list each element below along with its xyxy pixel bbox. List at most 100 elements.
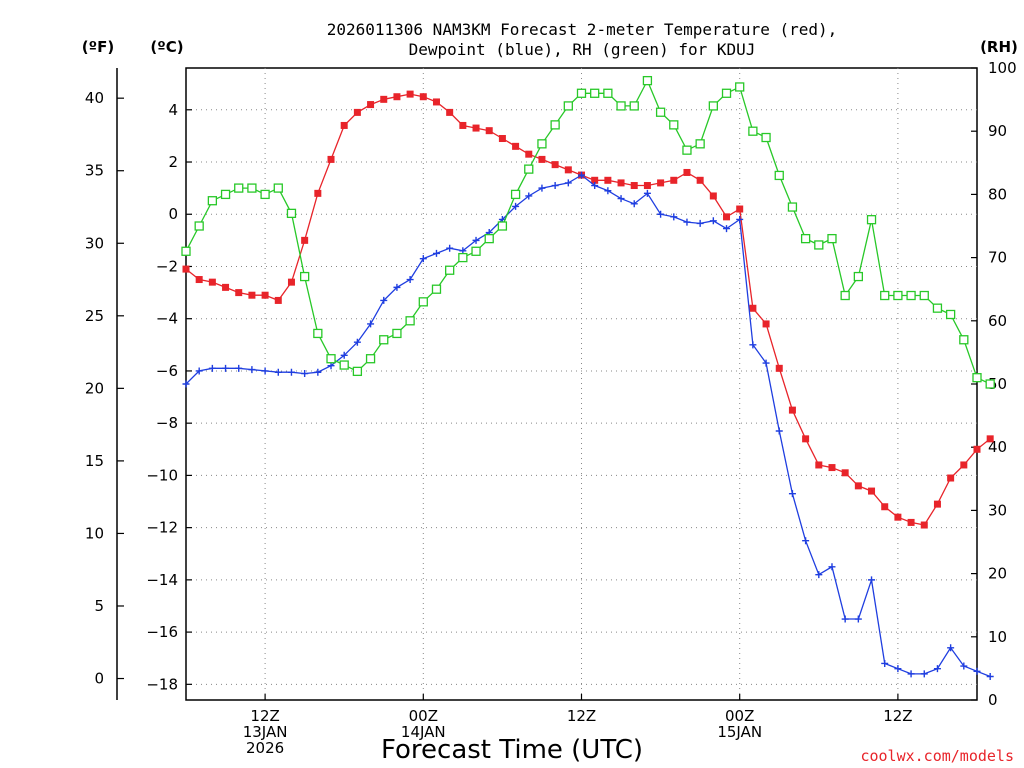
temperature-point [301,236,309,244]
rh-point [945,309,956,320]
x-tick-label: 15JAN [717,723,762,741]
dewpoint-point [525,192,533,200]
temperature-point [287,278,295,286]
rh-point [906,290,916,301]
dewpoint-point [432,249,440,257]
rh-point [484,233,494,244]
rh-point [682,145,692,155]
dewpoint-point [854,615,862,623]
dewpoint-point [472,236,480,244]
dewpoint-point [907,670,915,678]
dewpoint-point [617,195,625,203]
rh-point [642,75,653,86]
rh-point [787,202,798,212]
temperature-line [185,93,991,526]
dewpoint-point [182,380,190,388]
dewpoint-point [195,367,203,375]
celsius-tick-label: −6 [156,362,178,380]
temperature-point [498,135,506,143]
rh-point [273,183,283,193]
x-tick-label: 00Z [409,707,438,725]
rh-point [286,208,297,219]
dewpoint-point [301,370,309,378]
dewpoint-point [353,338,361,346]
rh-point [471,246,481,256]
rh-point [537,139,547,149]
celsius-tick-label: −10 [146,466,178,484]
rh-point [247,183,257,193]
rh-point [748,126,758,136]
rh-tick-label: 70 [988,249,1007,267]
dewpoint-point [696,219,704,227]
rh-point [405,316,415,326]
dewpoint-point [973,667,981,675]
dewpoint-point [419,255,427,263]
temperature-point [788,406,796,414]
rh-point [853,271,863,282]
temperature-point [459,121,467,129]
temperature-point [696,176,704,184]
fahrenheit-tick-label: 20 [85,379,104,397]
temperature-point [380,95,388,103]
temperature-point [222,283,230,291]
temperature-point [314,189,322,197]
temperature-point [920,521,928,529]
dewpoint-point [986,672,994,680]
temperature-point [933,500,941,508]
dewpoint-point [881,659,889,667]
rh-point [761,132,771,143]
dewpoint-point [578,171,585,179]
x-tick-label: 12Z [883,707,912,725]
dewpoint-point [406,276,414,284]
rh-point [445,265,455,275]
dewpoint-point [235,364,243,372]
credit-link[interactable]: coolwx.com/models [860,747,1014,765]
dewpoint-point [657,210,665,218]
temperature-point [195,276,203,284]
rh-point [590,88,600,98]
celsius-tick-label: −14 [146,571,178,589]
fahrenheit-tick-label: 5 [94,597,104,615]
rh-point [655,107,666,117]
temperature-point [894,513,902,521]
rh-point [313,328,323,339]
temperature-point [986,435,994,443]
fahrenheit-tick-label: 0 [94,670,104,688]
dewpoint-point [947,644,955,652]
rh-point [800,233,811,244]
x-tick-label: 2026 [246,739,284,757]
rh-point [695,139,705,149]
celsius-tick-label: −8 [156,414,178,432]
rh-point [550,120,560,130]
temperature-point [327,155,335,163]
series-dewpoint [182,171,994,680]
dewpoint-point [222,364,230,372]
rh-tick-label: 90 [988,122,1007,140]
rh-point [352,366,363,377]
dewpoint-point [736,215,744,223]
rh-point [497,221,508,231]
temperature-point [446,108,454,116]
dewpoint-point [802,537,810,545]
temperature-point [604,176,612,184]
dewpoint-point [248,366,256,374]
temperature-point [802,435,810,443]
dewpoint-point [788,490,796,498]
chart-title-line1: 2026011306 NAM3KM Forecast 2-meter Tempe… [327,20,838,39]
temperature-point [591,176,599,184]
temperature-point [617,179,625,187]
temperature-point [630,182,638,190]
dewpoint-point [643,189,651,197]
dewpoint-point [670,213,678,221]
rh-point [616,101,626,111]
rh-point [603,88,613,98]
rh-point [418,297,428,307]
dewpoint-point [393,283,401,291]
rh-point [629,101,639,111]
temperature-point [670,176,678,184]
temperature-point [419,93,427,101]
rh-point [207,196,218,206]
dewpoint-point [709,217,717,225]
dewpoint-point [868,576,876,584]
